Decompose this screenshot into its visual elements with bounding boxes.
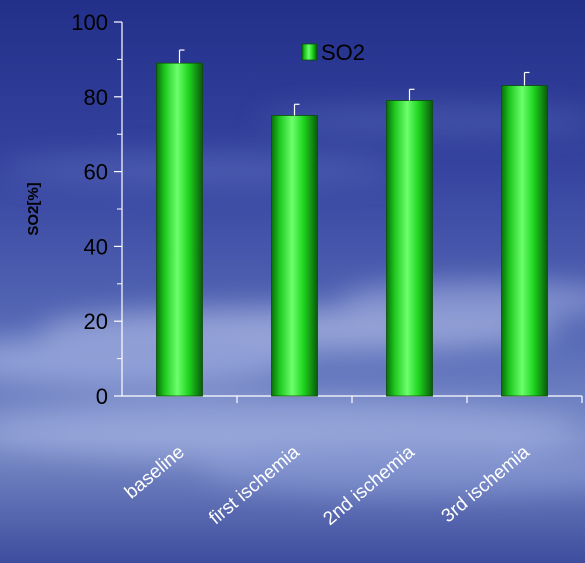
x-tick-label: first ischemia	[205, 441, 304, 529]
x-tick-label: baseline	[121, 442, 189, 504]
bar-3	[386, 100, 433, 397]
y-axis-title: SO2[%]	[25, 182, 42, 235]
bar-1	[156, 62, 203, 397]
y-tick-label: 0	[96, 384, 108, 409]
y-tick-label: 60	[84, 160, 108, 185]
x-tick-label: 2nd ischemia	[319, 441, 419, 529]
y-tick-label: 100	[71, 10, 108, 35]
bar-4	[501, 85, 548, 397]
x-tick-label: 3rd ischemia	[438, 441, 534, 527]
legend-label: SO2	[321, 40, 365, 65]
y-tick-label: 40	[84, 234, 108, 259]
y-tick-label: 80	[84, 85, 108, 110]
y-tick-label: 20	[84, 309, 108, 334]
legend: SO2	[301, 40, 365, 65]
bar-2	[271, 115, 318, 397]
legend-swatch	[301, 43, 318, 61]
